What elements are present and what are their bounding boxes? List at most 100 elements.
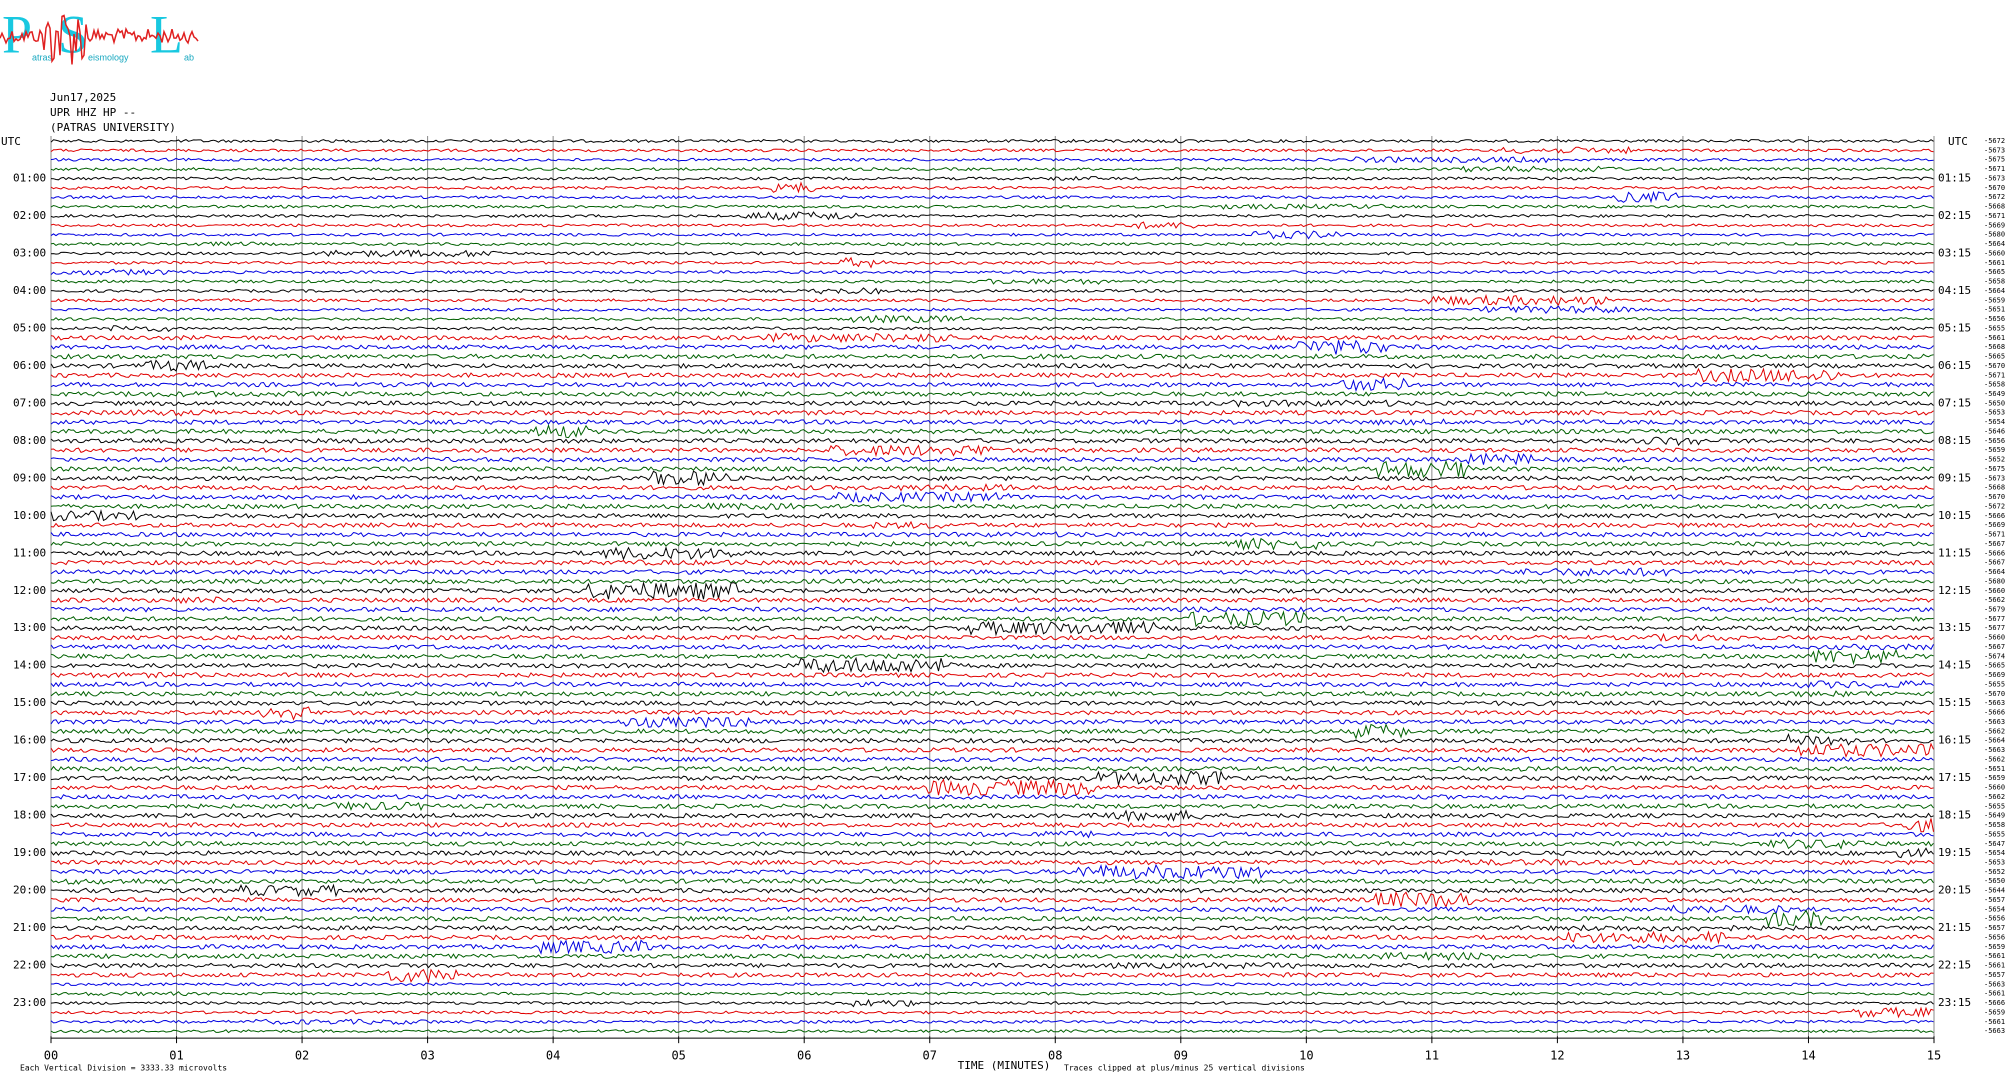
logo-wave — [0, 14, 199, 65]
hour-label: 07:00 — [13, 396, 46, 409]
trace — [50, 930, 1934, 945]
x-tick-label: 10 — [1299, 1049, 1313, 1063]
trace — [50, 671, 1934, 679]
trace-label: -5663 — [1984, 699, 2005, 707]
trace — [50, 706, 1934, 721]
trace-label: -5671 — [1984, 212, 2005, 220]
hour-label: 10:00 — [13, 509, 46, 522]
x-tick-label: 09 — [1174, 1049, 1188, 1063]
trace — [50, 203, 1934, 210]
trace — [50, 436, 1934, 447]
hour-label: 09:15 — [1938, 471, 1971, 484]
hour-label: 14:00 — [13, 659, 46, 672]
x-tick-label: 04 — [546, 1049, 560, 1063]
trace-label: -5663 — [1984, 1027, 2005, 1035]
trace — [50, 211, 1934, 221]
trace-label: -5672 — [1984, 502, 2005, 510]
trace-label: -5660 — [1984, 587, 2005, 595]
trace — [50, 230, 1934, 240]
clip-note: Traces clipped at plus/minus 25 vertical… — [1064, 1064, 1305, 1073]
trace — [50, 1018, 1934, 1025]
hour-label: 21:00 — [13, 921, 46, 934]
hour-label: 03:00 — [13, 246, 46, 259]
hour-label: 18:15 — [1938, 809, 1971, 822]
trace — [51, 981, 1934, 987]
hour-label: 01:00 — [13, 171, 46, 184]
trace — [50, 190, 1934, 204]
x-tick-label: 06 — [797, 1049, 811, 1063]
trace-label: -5647 — [1984, 840, 2005, 848]
trace-label: -5665 — [1984, 353, 2005, 361]
trace — [50, 367, 1934, 384]
trace-label: -5644 — [1984, 887, 2005, 895]
trace — [50, 1006, 1934, 1019]
trace-label: -5665 — [1984, 268, 2005, 276]
trace — [50, 418, 1934, 426]
trace — [50, 353, 1934, 360]
trace-label: -5651 — [1984, 765, 2005, 773]
trace-label: -5654 — [1984, 905, 2005, 913]
trace-label: -5656 — [1984, 437, 2005, 445]
logo: P atras S eismology L ab — [0, 4, 199, 65]
trace-label: -5664 — [1984, 287, 2005, 295]
trace — [50, 847, 1934, 859]
hour-label: 13:00 — [13, 621, 46, 634]
trace-label: -5659 — [1984, 943, 2005, 951]
hour-label: 04:00 — [13, 284, 46, 297]
trace — [50, 399, 1934, 408]
trace — [50, 376, 1934, 393]
trace-label: -5662 — [1984, 727, 2005, 735]
trace-label: -5658 — [1984, 821, 2005, 829]
hour-label: 08:15 — [1938, 434, 1971, 447]
hour-label: 10:15 — [1938, 509, 1971, 522]
hour-label: 08:00 — [13, 434, 46, 447]
trace-label: -5666 — [1984, 709, 2005, 717]
logo-word: ab — [184, 52, 194, 62]
trace-label: -5668 — [1984, 484, 2005, 492]
trace-label: -5677 — [1984, 624, 2005, 632]
trace — [50, 715, 1934, 729]
trace — [50, 801, 1934, 812]
trace-label: -5664 — [1984, 240, 2005, 248]
trace-label: -5679 — [1984, 606, 2005, 614]
trace — [50, 256, 1934, 269]
hour-label: 22:15 — [1938, 959, 1971, 972]
trace-label: -5659 — [1984, 1008, 2005, 1016]
plot: 00 01 02 03 04 05 06 07 08 09 10 11 12 13 14 15-5672-56… — [13, 136, 2005, 1063]
trace-label: -5663 — [1984, 718, 2005, 726]
hour-label: 19:15 — [1938, 846, 1971, 859]
hour-label: 20:00 — [13, 884, 46, 897]
institution: (PATRAS UNIVERSITY) — [50, 121, 176, 134]
trace-label: -5661 — [1984, 952, 2005, 960]
trace — [50, 508, 1934, 522]
trace — [50, 408, 1934, 417]
trace-label: -5656 — [1984, 933, 2005, 941]
trace-label: -5659 — [1984, 446, 2005, 454]
trace — [50, 581, 1934, 600]
trace — [50, 578, 1934, 585]
trace-label: -5652 — [1984, 868, 2005, 876]
trace-label: -5661 — [1984, 259, 2005, 267]
trace — [50, 951, 1934, 962]
right-axis-title: UTC — [1948, 135, 1968, 148]
trace — [50, 305, 1934, 315]
trace-label: -5667 — [1984, 559, 2005, 567]
trace-label: -5658 — [1984, 381, 2005, 389]
trace — [50, 483, 1934, 492]
trace-label: -5670 — [1984, 690, 2005, 698]
trace-label: -5667 — [1984, 540, 2005, 548]
trace-label: -5672 — [1984, 193, 2005, 201]
trace-label: -5656 — [1984, 915, 2005, 923]
trace-label: -5670 — [1984, 493, 2005, 501]
trace — [50, 390, 1934, 398]
trace — [50, 838, 1934, 850]
trace-label: -5675 — [1984, 465, 2005, 473]
hour-label: 15:15 — [1938, 696, 1971, 709]
trace — [50, 596, 1934, 605]
trace — [50, 818, 1934, 833]
trace — [50, 756, 1934, 763]
trace-label: -5661 — [1984, 962, 2005, 970]
trace — [50, 656, 1934, 674]
trace — [50, 620, 1934, 637]
x-tick-label: 02 — [295, 1049, 309, 1063]
